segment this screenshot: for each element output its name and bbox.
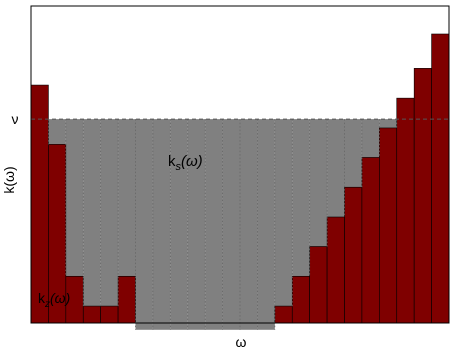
- kz-bar: [82, 305, 101, 324]
- ks-fill-segment: [344, 119, 362, 188]
- bar-separator-layer: [48, 119, 398, 330]
- ks-fill-segment: [222, 119, 240, 330]
- ks-fill-segment: [135, 119, 153, 330]
- y-axis-label: k(ω): [1, 166, 17, 193]
- ks-label-sub: s: [176, 161, 182, 173]
- ks-label-main: k: [168, 153, 176, 170]
- ks-fill-segment: [240, 119, 258, 330]
- ks-fill-segment: [257, 119, 275, 330]
- kz-bar: [291, 275, 310, 324]
- ks-fill-segment: [327, 119, 345, 218]
- kz-bar: [431, 33, 450, 324]
- kz-bar: [100, 305, 119, 324]
- ks-fill-segment: [152, 119, 171, 330]
- ks-fill-segment: [83, 119, 101, 307]
- kz-label-main: k: [38, 290, 46, 306]
- plot-frame: [30, 5, 450, 324]
- ks-fill-segment: [379, 119, 397, 128]
- ks-fill-segment: [100, 119, 119, 307]
- kz-bar: [413, 68, 432, 324]
- x-axis-label: ω: [236, 334, 247, 350]
- ks-fill-segment: [48, 119, 66, 145]
- kz-bar: [361, 157, 380, 324]
- nu-tick-label: ν: [12, 111, 19, 127]
- kz-bar: [30, 84, 49, 324]
- kz-bar: [309, 246, 328, 324]
- ks-label-tail: (ω): [181, 153, 203, 170]
- kz-bar: [379, 127, 398, 324]
- ks-fill-segment: [309, 119, 328, 247]
- kz-bar: [274, 305, 293, 324]
- shaded-fill-layer: [48, 119, 397, 330]
- bars-layer: [30, 33, 450, 324]
- ks-fill-segment: [292, 119, 310, 277]
- ks-series-label: ks(ω): [168, 153, 203, 173]
- kz-label-tail: (ω): [50, 290, 70, 306]
- ks-fill-segment: [65, 119, 84, 277]
- kz-bar: [344, 186, 363, 324]
- ks-fill-segment: [205, 119, 223, 330]
- ks-fill-segment: [361, 119, 380, 158]
- kz-label-sub: z: [44, 299, 50, 310]
- kz-bar: [326, 216, 345, 324]
- ks-fill-segment: [274, 119, 293, 307]
- kz-bar: [117, 275, 136, 324]
- kz-bar: [396, 97, 415, 324]
- ks-fill-segment: [118, 119, 136, 277]
- kz-series-label: kz(ω): [38, 290, 70, 310]
- ks-fill-segment: [170, 119, 188, 330]
- ks-fill-segment: [187, 119, 206, 330]
